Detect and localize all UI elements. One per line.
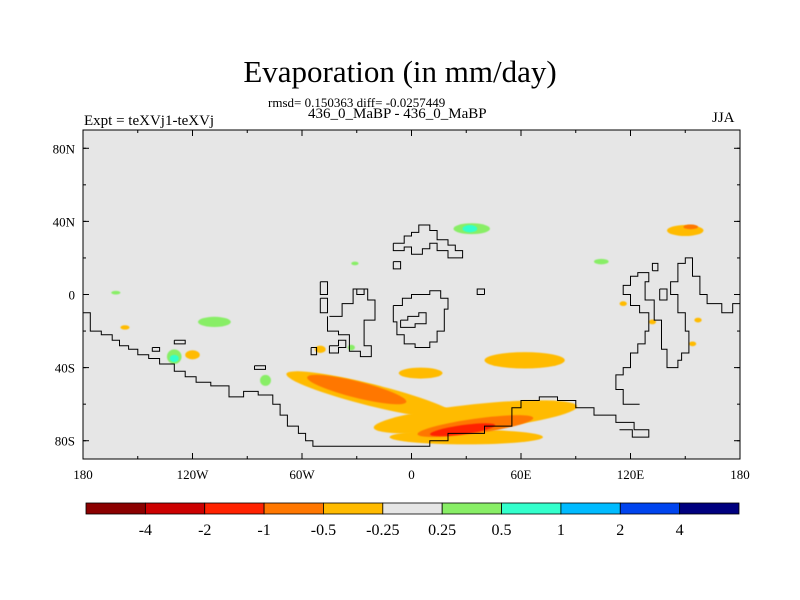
y-tick-label: 0 <box>69 288 76 303</box>
colorbar-label: -1 <box>257 522 270 539</box>
colorbar-label: 4 <box>676 522 684 539</box>
x-tick-label: 180 <box>73 467 93 482</box>
anomaly-region <box>111 290 121 295</box>
coastline <box>392 224 464 259</box>
anomaly-region <box>260 374 271 386</box>
colorbar-label: -0.25 <box>366 522 399 539</box>
experiment-label: Expt = teXVj1-teXVj <box>84 113 215 129</box>
coastline <box>173 339 186 345</box>
colorbar-label: 0.5 <box>492 522 512 539</box>
anomaly-region <box>307 374 407 405</box>
anomaly-region <box>484 352 565 369</box>
colorbar-label: -4 <box>139 522 152 539</box>
x-tick-label: 180 <box>730 467 750 482</box>
colorbar-label: -0.5 <box>311 522 336 539</box>
coastline <box>310 347 318 356</box>
season-label: JJA <box>712 110 735 126</box>
y-tick-label: 40N <box>53 214 76 229</box>
anomaly-region <box>462 225 478 233</box>
chart-title: Evaporation (in mm/day) <box>243 54 557 89</box>
coastline <box>400 312 427 328</box>
x-tick-label: 0 <box>408 467 415 482</box>
colorbar-swatch <box>560 502 621 515</box>
coastline <box>83 312 650 447</box>
colorbar-swatch <box>382 502 443 515</box>
coastline <box>659 288 668 301</box>
x-tick-label: 120W <box>177 467 210 482</box>
colorbar-swatch <box>501 502 562 515</box>
anomaly-layer <box>111 223 704 445</box>
coastline <box>319 281 328 295</box>
coastline <box>392 261 402 270</box>
coastline <box>356 288 365 295</box>
coastline-layer <box>83 224 740 447</box>
anomaly-region <box>683 224 699 230</box>
colorbar-swatch <box>323 502 384 515</box>
coastline <box>615 257 740 405</box>
x-tick-label: 120E <box>617 467 645 482</box>
coastline <box>151 347 161 352</box>
anomaly-region <box>169 354 179 363</box>
y-axis: 80N 40N 0 40S 80S <box>53 141 740 449</box>
colorbar-label: 0.25 <box>428 522 456 539</box>
colorbar-label: 1 <box>557 522 565 539</box>
anomaly-region <box>351 261 359 266</box>
anomaly-region <box>648 319 657 325</box>
y-tick-label: 80S <box>55 434 75 449</box>
anomaly-region <box>398 367 443 379</box>
colorbar-label: 2 <box>616 522 624 539</box>
anomaly-region <box>694 317 702 323</box>
x-axis: 180 120W 60W 0 60E 120E 180 <box>73 130 750 482</box>
anomaly-region <box>688 341 697 347</box>
colorbar-swatch <box>85 502 146 515</box>
anomaly-region <box>619 301 627 307</box>
colorbar: -4 -2 -1 -0.5 -0.25 0.25 0.5 1 2 4 <box>85 502 740 539</box>
stats-line: rmsd= 0.150363 diff= -0.0257449 <box>268 95 446 110</box>
anomaly-region <box>314 345 326 353</box>
colorbar-swatch <box>204 502 265 515</box>
coastline <box>319 297 328 314</box>
coastline <box>476 288 485 295</box>
anomaly-region <box>430 423 496 437</box>
y-tick-label: 80N <box>53 141 76 156</box>
chart-subtitle: 436_0_MaBP - 436_0_MaBP <box>308 106 487 122</box>
anomaly-region <box>185 350 200 360</box>
anomaly-region <box>120 325 130 330</box>
coastline <box>254 365 266 370</box>
anomaly-region <box>347 344 355 351</box>
x-tick-label: 60W <box>289 467 315 482</box>
x-tick-label: 60E <box>511 467 532 482</box>
colorbar-label: -2 <box>198 522 211 539</box>
colorbar-swatch <box>619 502 681 515</box>
coastline <box>651 262 659 272</box>
anomaly-region <box>373 400 578 434</box>
colorbar-swatch <box>263 502 324 515</box>
coastline <box>328 339 347 354</box>
y-tick-label: 40S <box>55 361 75 376</box>
anomaly-region <box>594 258 609 265</box>
coastline <box>392 290 449 348</box>
anomaly-region <box>197 316 231 328</box>
coastline <box>327 288 376 358</box>
colorbar-swatch <box>679 502 740 515</box>
colorbar-swatch <box>441 502 502 515</box>
colorbar-swatch <box>144 502 206 515</box>
